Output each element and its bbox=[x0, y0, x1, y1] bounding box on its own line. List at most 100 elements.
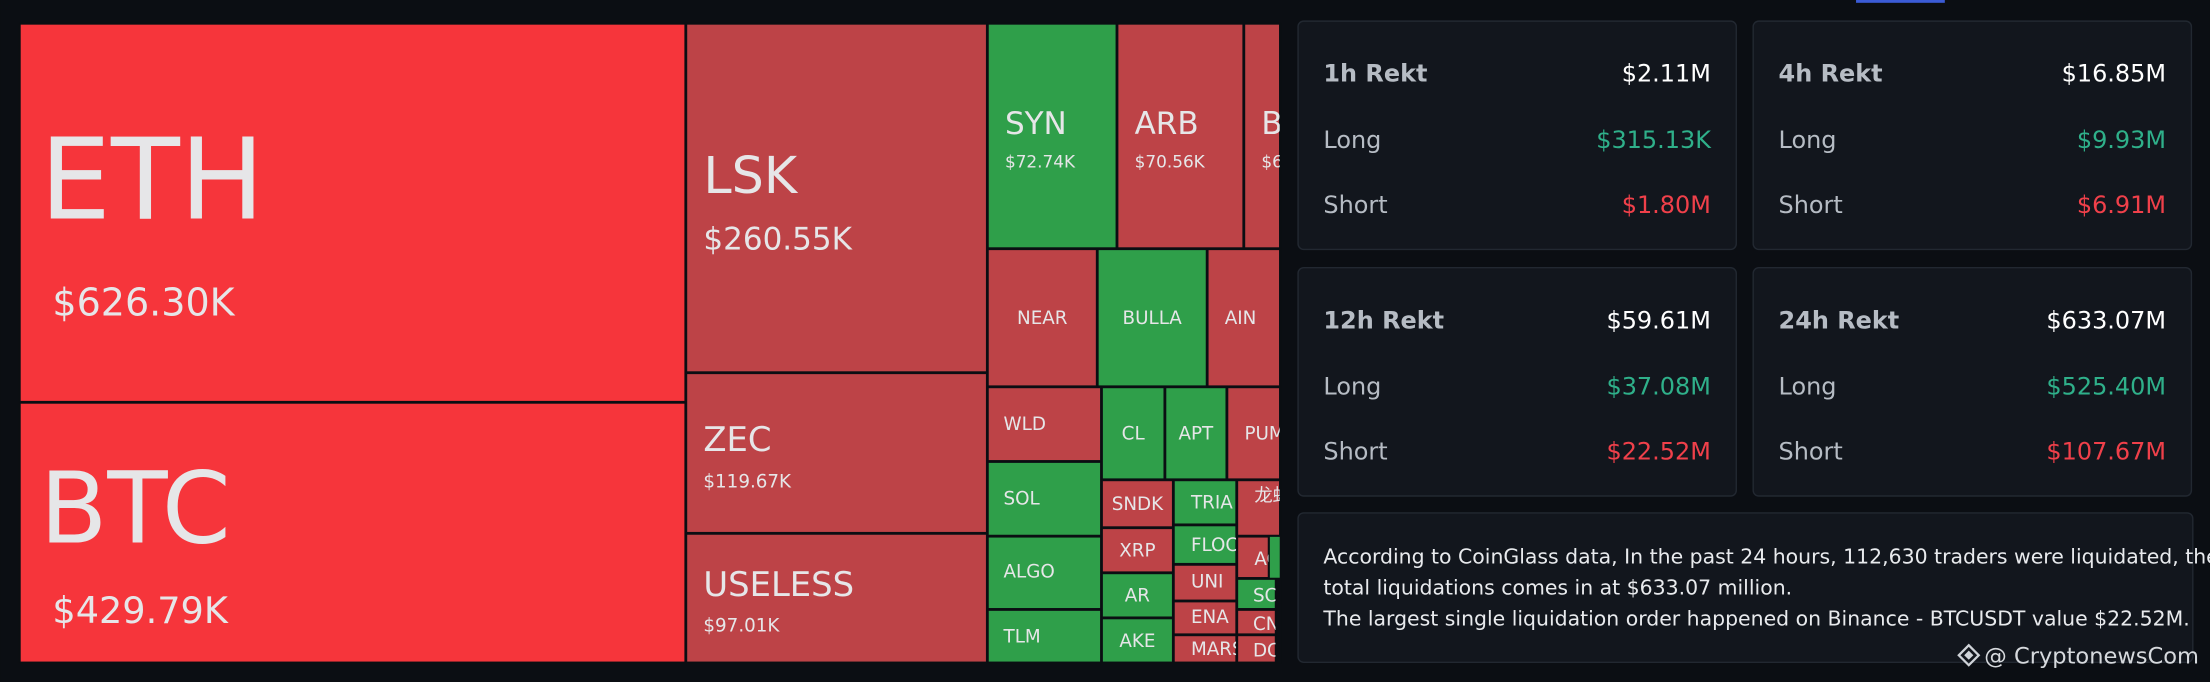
long-value: $315.13K bbox=[1596, 126, 1712, 154]
tile-label: ETH bbox=[40, 113, 265, 245]
tile-label: APT bbox=[1179, 424, 1215, 445]
tile-label: FLOC bbox=[1191, 535, 1238, 556]
long-label: Long bbox=[1779, 373, 1837, 401]
watermark: @ CryptonewsCom bbox=[1957, 643, 2199, 670]
tile bbox=[1236, 479, 1281, 537]
tile bbox=[1269, 536, 1280, 578]
short-value: $6.91M bbox=[2077, 191, 2166, 219]
tile-label: SYN bbox=[1005, 106, 1067, 142]
short-label: Short bbox=[1323, 191, 1387, 219]
tile-text: CL bbox=[1122, 424, 1146, 445]
tile bbox=[987, 536, 1102, 610]
long-value: $525.40M bbox=[2046, 373, 2166, 401]
tile bbox=[987, 23, 1117, 249]
tile-value: $119.67K bbox=[703, 472, 792, 493]
tile-text: AR bbox=[1125, 586, 1151, 607]
note-box: According to CoinGlass data, In the past… bbox=[1297, 512, 2210, 663]
tile-text: AC bbox=[1254, 549, 1268, 570]
card-title: 24h Rekt bbox=[1779, 306, 1900, 334]
long-label: Long bbox=[1779, 126, 1837, 154]
tile-value: $6 bbox=[1261, 152, 1283, 172]
tile-text: TLM bbox=[1003, 627, 1041, 648]
tile bbox=[1101, 617, 1174, 663]
tile bbox=[1173, 634, 1237, 663]
tile-label: NEAR bbox=[1017, 308, 1068, 329]
tile-text: FLOC bbox=[1191, 535, 1238, 556]
note-panel bbox=[1297, 512, 2194, 663]
card bbox=[1752, 267, 2193, 497]
card bbox=[1297, 267, 1737, 497]
tile bbox=[1173, 524, 1237, 565]
tile bbox=[1101, 527, 1174, 573]
tile bbox=[685, 23, 988, 373]
tile-label: AR bbox=[1125, 586, 1151, 607]
tile-value: $626.30K bbox=[52, 281, 235, 325]
tile bbox=[987, 248, 1098, 387]
tile-label: TRIA bbox=[1190, 493, 1233, 514]
tile-value: $72.74K bbox=[1005, 152, 1076, 172]
tile-text: NEAR bbox=[1017, 308, 1068, 329]
tile-text: UNI bbox=[1191, 572, 1223, 593]
tile-label: 龙虾 bbox=[1254, 486, 1291, 507]
tile bbox=[987, 609, 1102, 663]
tile-text: USELESS $97.01K bbox=[703, 565, 854, 636]
tile-label: CL bbox=[1122, 424, 1146, 445]
tile-label: SOL bbox=[1004, 488, 1041, 509]
long-label: Long bbox=[1323, 126, 1381, 154]
short-value: $107.67M bbox=[2046, 437, 2166, 465]
tile-text: SNDK bbox=[1112, 494, 1164, 515]
tile-label: LSK bbox=[703, 146, 798, 205]
note-line: The largest single liquidation order hap… bbox=[1322, 607, 2189, 631]
tile-label: SNDK bbox=[1112, 494, 1164, 515]
short-label: Short bbox=[1779, 437, 1843, 465]
tile bbox=[1236, 578, 1277, 610]
tile bbox=[987, 386, 1102, 462]
tile-label: BULLA bbox=[1123, 308, 1183, 329]
card-title: 12h Rekt bbox=[1323, 306, 1444, 334]
card-total: $16.85M bbox=[2062, 60, 2166, 88]
card-title: 4h Rekt bbox=[1779, 60, 1883, 88]
tile-label: ALGO bbox=[1004, 562, 1055, 583]
tile bbox=[19, 402, 686, 663]
tile-label: ZEC bbox=[703, 420, 771, 459]
tile-text: SOL bbox=[1004, 488, 1041, 509]
tile-text: APT bbox=[1179, 424, 1215, 445]
tile-label: XRP bbox=[1119, 541, 1155, 562]
tile-text: LSK $260.55K bbox=[703, 146, 852, 257]
card bbox=[1752, 20, 2193, 251]
tile-text: BTC $429.79K bbox=[40, 452, 231, 632]
card-total: $2.11M bbox=[1622, 60, 1711, 88]
tile-label: USELESS bbox=[703, 565, 854, 604]
tile-label: B bbox=[1261, 106, 1282, 142]
tile bbox=[1101, 386, 1165, 480]
tile bbox=[1173, 564, 1237, 601]
tile bbox=[1097, 248, 1208, 387]
tile-text: TRIA bbox=[1190, 493, 1233, 514]
note-line: According to CoinGlass data, In the past… bbox=[1323, 545, 2210, 569]
card bbox=[1297, 20, 1737, 251]
top-indicator bbox=[1856, 0, 1945, 3]
tile bbox=[1116, 23, 1244, 249]
tile bbox=[1173, 479, 1237, 525]
tile-text: BULLA bbox=[1123, 308, 1183, 329]
tile-value: $260.55K bbox=[703, 221, 852, 257]
tile bbox=[1236, 634, 1277, 663]
tile-label: SC bbox=[1253, 586, 1277, 607]
tile-label: AIN bbox=[1225, 308, 1257, 329]
tile-value: $97.01K bbox=[703, 615, 780, 636]
tile-label: TLM bbox=[1003, 627, 1041, 648]
card-total: $633.07M bbox=[2046, 306, 2166, 334]
stats-cards: 1h Rekt $2.11M Long $315.13K Short $1.80M 4h R… bbox=[1297, 20, 2193, 497]
treemap: ETH $626.30K BTC $429.79K LSK $260.55K ZEC $119… bbox=[18, 22, 1291, 664]
tile-text: MARS bbox=[1191, 639, 1244, 660]
tile-label: DC bbox=[1253, 641, 1280, 662]
tile-label: CN bbox=[1253, 614, 1279, 635]
tile-text: B $6 bbox=[1261, 106, 1283, 172]
short-label: Short bbox=[1779, 191, 1843, 219]
tile bbox=[19, 23, 686, 403]
tile-label: MARS bbox=[1191, 639, 1244, 660]
watermark-text: @ CryptonewsCom bbox=[1984, 644, 2199, 670]
tile-text: ZEC $119.67K bbox=[703, 420, 792, 493]
